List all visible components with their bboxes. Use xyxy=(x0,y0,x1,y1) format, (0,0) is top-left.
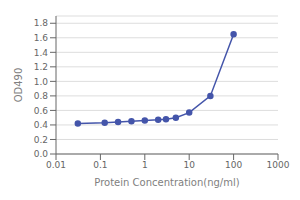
svg-text:1.2: 1.2 xyxy=(34,62,48,72)
svg-text:1.8: 1.8 xyxy=(34,18,49,28)
svg-text:0.8: 0.8 xyxy=(34,91,49,101)
svg-text:OD490: OD490 xyxy=(13,68,24,103)
svg-text:10: 10 xyxy=(183,160,195,170)
svg-text:0.2: 0.2 xyxy=(34,135,48,145)
svg-text:0.6: 0.6 xyxy=(34,106,49,116)
svg-text:0.1: 0.1 xyxy=(93,160,107,170)
svg-text:100: 100 xyxy=(225,160,242,170)
svg-text:1: 1 xyxy=(142,160,148,170)
svg-text:1.6: 1.6 xyxy=(34,33,49,43)
svg-text:0.0: 0.0 xyxy=(34,149,49,159)
svg-text:1000: 1000 xyxy=(267,160,290,170)
svg-text:1.0: 1.0 xyxy=(34,77,49,87)
svg-text:0.4: 0.4 xyxy=(34,120,49,130)
svg-text:1.4: 1.4 xyxy=(34,48,49,58)
svg-text:Protein Concentration(ng/ml): Protein Concentration(ng/ml) xyxy=(94,177,239,188)
svg-text:0.01: 0.01 xyxy=(46,160,66,170)
